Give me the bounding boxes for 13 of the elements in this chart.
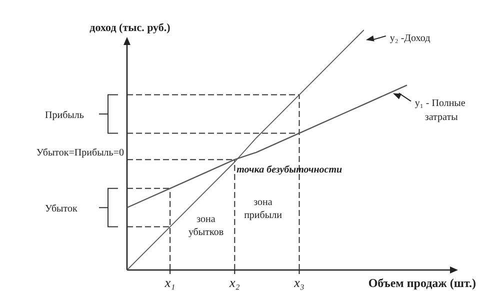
x-axis-title: Объем продаж (шт.) (368, 276, 476, 290)
x-tick-label: x₃ (293, 275, 304, 290)
annotation: зона убытков (188, 214, 224, 238)
annotation: точка безубыточности (236, 164, 343, 176)
ref-line-label: Убыток=Прибыль=0 (36, 148, 124, 159)
x-tick-label: x₂ (228, 275, 240, 290)
x-tick-label: x₁ (164, 275, 176, 290)
series-label: y₁ - Полные затраты (414, 98, 466, 124)
text: y₂ -Доход (390, 33, 430, 44)
text: Убыток (45, 204, 78, 215)
annotation: зона прибыли (244, 197, 283, 221)
y-axis-title: доход (тыс. руб.) (90, 22, 171, 34)
text: Прибыль (45, 110, 84, 121)
